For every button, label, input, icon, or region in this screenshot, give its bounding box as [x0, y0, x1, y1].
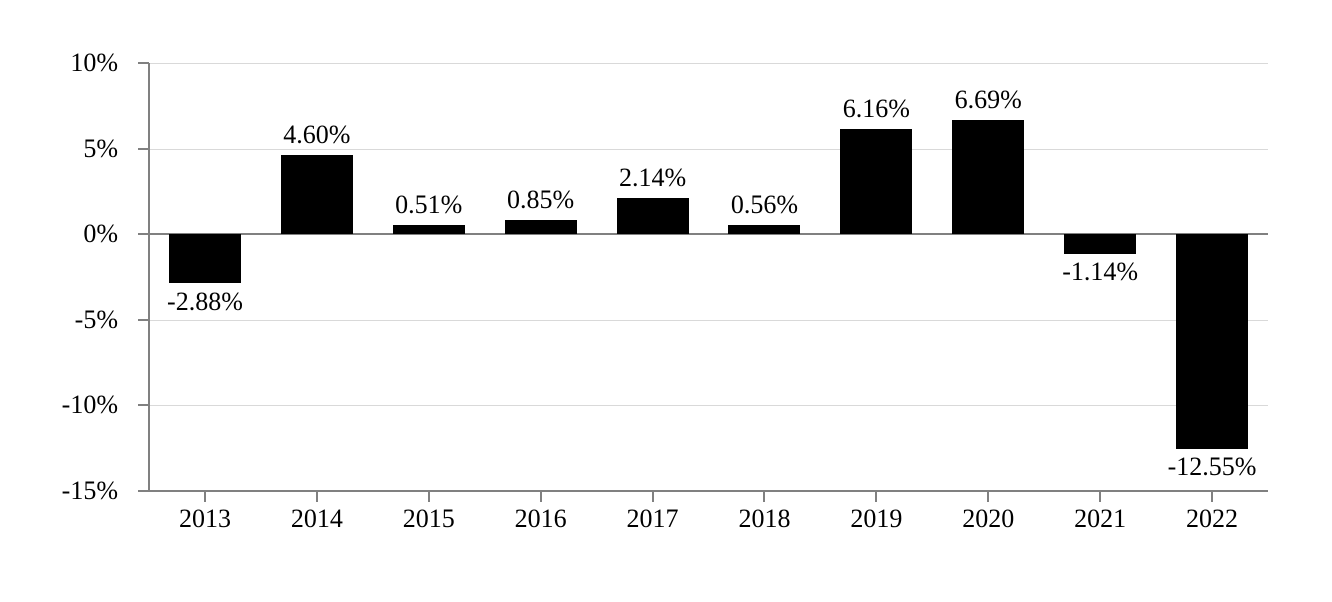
- x-tick-label: 2013: [178, 504, 231, 533]
- bar-2022: [1176, 234, 1249, 450]
- bar-2013: [168, 234, 241, 284]
- y-axis-line: [148, 63, 150, 491]
- x-axis-line: [149, 490, 1268, 492]
- y-tick-label: 0%: [83, 219, 118, 249]
- bar-2019: [840, 128, 913, 235]
- bar-value-label: 6.69%: [954, 84, 1022, 114]
- x-tick-label: 2021: [1074, 504, 1127, 533]
- y-tick-label: -15%: [61, 476, 118, 505]
- bar-2016: [504, 219, 577, 235]
- gridline: [149, 148, 1268, 150]
- x-axis-tick: [1099, 492, 1102, 502]
- x-tick-label: 2016: [514, 504, 567, 533]
- y-axis-tick: [138, 62, 149, 64]
- bar-2015: [392, 225, 465, 235]
- y-axis-tick: [138, 404, 149, 407]
- bar-2018: [728, 224, 801, 235]
- y-tick-label: 5%: [83, 133, 118, 163]
- bar-value-label: 6.16%: [842, 93, 910, 123]
- bar-value-label: 0.85%: [507, 184, 575, 214]
- x-axis-tick: [763, 492, 766, 502]
- y-axis-tick: [138, 147, 149, 150]
- x-axis-tick: [315, 492, 318, 502]
- bar-2017: [616, 197, 689, 235]
- x-tick-label: 2019: [850, 504, 903, 533]
- bar-value-label: 0.51%: [395, 190, 463, 220]
- bar-2014: [280, 155, 353, 235]
- bar-value-label: -1.14%: [1062, 256, 1139, 286]
- gridline: [149, 405, 1268, 407]
- x-axis-tick: [203, 492, 206, 502]
- x-tick-label: 2022: [1186, 504, 1239, 533]
- y-tick-label: -5%: [74, 304, 118, 334]
- zero-axis-line: [149, 233, 1268, 236]
- bar-value-label: -12.55%: [1167, 452, 1257, 482]
- y-axis-tick: [138, 318, 149, 321]
- x-axis-tick: [651, 492, 654, 502]
- x-axis-tick: [427, 492, 430, 502]
- x-tick-label: 2017: [626, 504, 679, 533]
- x-tick-label: 2018: [738, 504, 791, 533]
- plot-area: 10% 5% 0% -5% -10% -15% 2013 -2.88% 2014 4.60% 201…: [62, 50, 1268, 532]
- x-axis-tick: [539, 492, 542, 502]
- bar-value-label: 2.14%: [618, 162, 687, 192]
- x-axis-tick: [1211, 492, 1214, 502]
- bar-value-label: 0.56%: [730, 189, 799, 219]
- x-tick-label: 2014: [290, 504, 343, 533]
- x-axis-tick: [987, 492, 990, 502]
- gridline: [149, 63, 1268, 64]
- bar-value-label: 4.60%: [283, 120, 351, 150]
- x-tick-label: 2020: [962, 504, 1015, 533]
- y-axis-tick: [138, 233, 149, 236]
- x-axis-tick: [875, 492, 878, 502]
- bar-2020: [952, 119, 1025, 235]
- bar-2021: [1064, 234, 1137, 254]
- y-tick-label: 10%: [70, 48, 118, 77]
- y-axis-tick: [138, 490, 149, 492]
- bar-value-label: -2.88%: [167, 286, 243, 316]
- gridline: [149, 319, 1268, 321]
- x-tick-label: 2015: [402, 504, 455, 533]
- y-tick-label: -10%: [61, 390, 118, 420]
